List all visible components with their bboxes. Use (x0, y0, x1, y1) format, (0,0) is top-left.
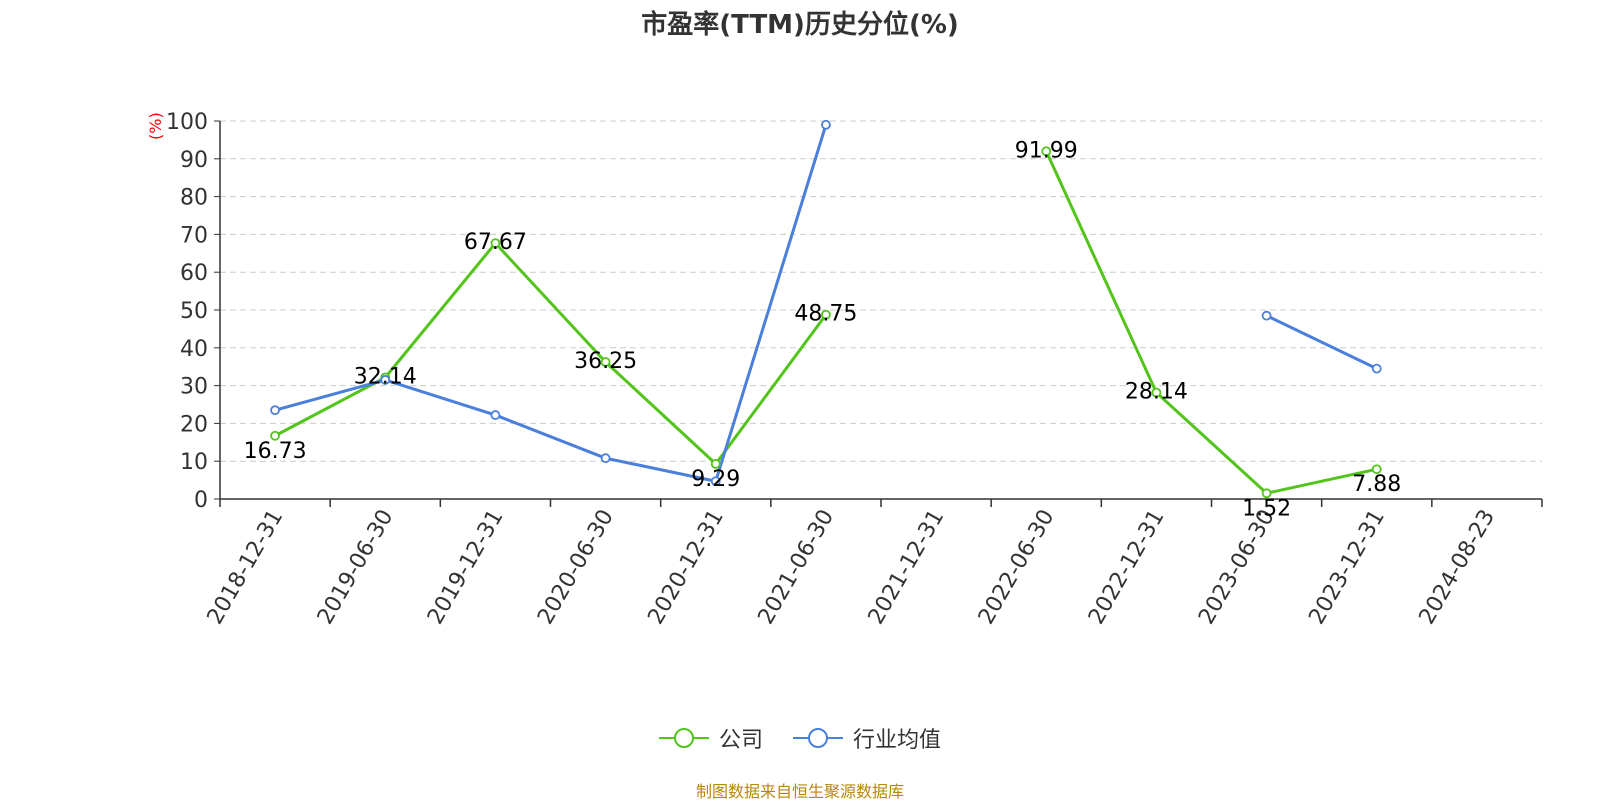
data-label: 32.14 (354, 365, 417, 390)
series-line-0 (274, 241, 828, 466)
x-tick-label: 2018-12-31 (203, 506, 289, 629)
series-point-0 (821, 309, 831, 320)
series-point-0 (600, 357, 611, 367)
y-tick-label: 0 (194, 488, 208, 513)
x-tick-label: 2020-12-31 (643, 506, 729, 629)
legend-company-label: 公司 (718, 728, 763, 753)
series-point-0 (710, 458, 721, 469)
series-line-1 (274, 124, 828, 483)
data-source-note: 制图数据来自恒生聚源数据库 (695, 782, 904, 801)
x-tick-label: 2023-06-30 (1194, 506, 1280, 629)
series-point-0 (1261, 488, 1272, 499)
y-tick-label: 10 (180, 450, 208, 475)
legend: 公司 行业均值 (0, 722, 1600, 754)
series-point-0 (1151, 387, 1162, 398)
x-tick-label: 2024-08-23 (1415, 506, 1501, 629)
x-tick-label: 2019-12-31 (423, 505, 509, 628)
series-point-0 (490, 238, 501, 249)
y-tick-label: 80 (180, 186, 208, 211)
data-label: 7.88 (1352, 472, 1401, 497)
series-point-1 (1261, 310, 1272, 321)
x-tick-label: 2021-12-31 (864, 505, 950, 628)
y-tick-label: 70 (180, 223, 208, 248)
legend-item-industry[interactable]: 行业均值 (793, 722, 941, 754)
y-tick-label: 60 (180, 261, 208, 286)
y-tick-label: 40 (180, 337, 208, 362)
y-tick-label: 90 (180, 148, 208, 173)
y-tick-label: 50 (180, 299, 208, 324)
data-label: 91.99 (1015, 138, 1078, 163)
x-tick-label: 2022-06-30 (974, 506, 1060, 629)
series-line-0 (1044, 150, 1378, 495)
series-point-0 (1371, 464, 1382, 475)
series-point-1 (270, 405, 280, 416)
data-label: 48.75 (794, 302, 857, 327)
series-point-0 (1041, 146, 1052, 157)
x-tick-label: 2023-12-31 (1304, 506, 1390, 629)
series-point-1 (1371, 363, 1382, 374)
legend-industry-symbol (793, 728, 843, 748)
data-label: 1.52 (1242, 496, 1291, 521)
x-tick-label: 2022-12-31 (1084, 506, 1170, 629)
legend-item-company[interactable]: 公司 (658, 722, 763, 754)
series-point-1 (710, 476, 721, 487)
legend-company-symbol (658, 728, 709, 748)
legend-industry-label: 行业均值 (853, 728, 942, 753)
x-tick-label: 2019-06-30 (313, 506, 399, 629)
y-tick-label: 100 (166, 110, 208, 135)
x-tick-label: 2021-06-30 (754, 506, 840, 629)
data-label: 16.73 (244, 439, 307, 464)
series-point-1 (380, 375, 391, 385)
y-tick-label: 30 (180, 375, 208, 400)
data-label: 28.14 (1125, 380, 1188, 405)
series-point-1 (490, 410, 501, 420)
data-label: 36.25 (574, 349, 637, 374)
line-chart: 0 10 20 30 40 50 60 70 80 90 100 2018-12-31 2019-06-… (166, 110, 1543, 629)
series-point-1 (821, 119, 831, 130)
chart-title: 市盈率(TTM)历史分位(%) (641, 10, 959, 40)
series-line-1 (1265, 314, 1378, 370)
y-tick-label: 20 (180, 412, 208, 437)
series-point-1 (600, 453, 611, 464)
data-label: 67.67 (464, 230, 527, 255)
data-label: 9.29 (691, 467, 740, 492)
x-tick-label: 2020-06-30 (533, 506, 619, 629)
series-point-0 (270, 430, 280, 441)
